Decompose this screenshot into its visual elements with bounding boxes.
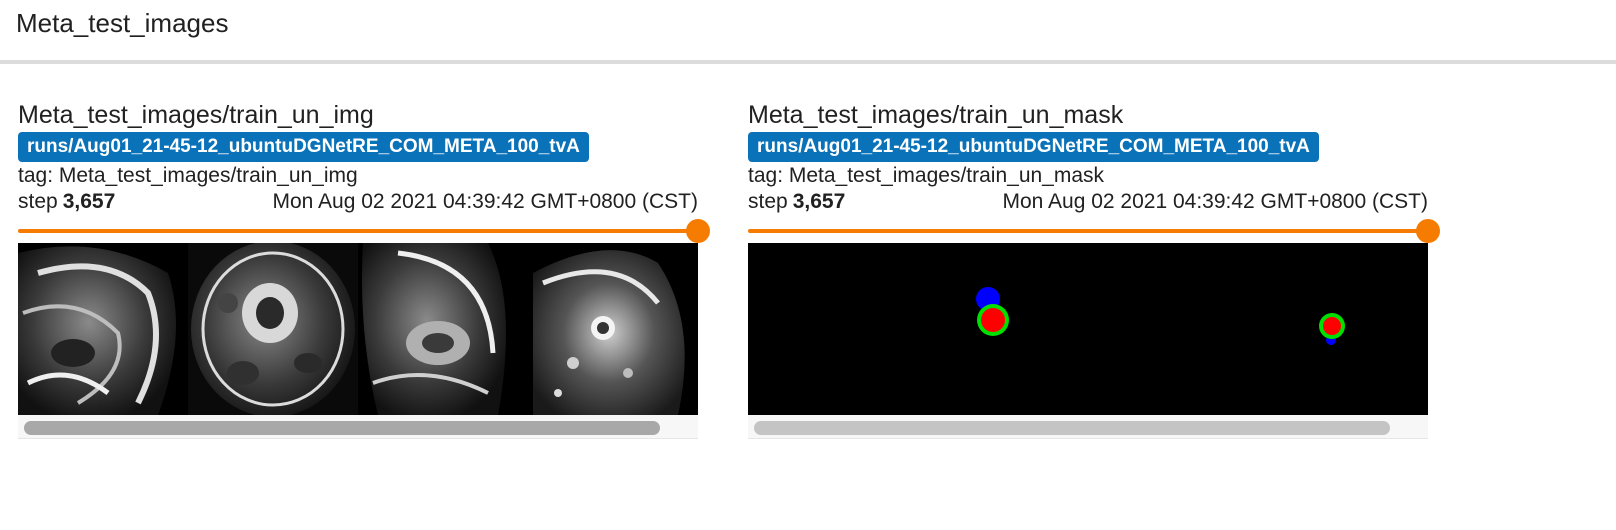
timestamp: Mon Aug 02 2021 04:39:42 GMT+0800 (CST) — [272, 190, 698, 213]
step-value: 3,657 — [62, 190, 116, 213]
tag-label: tag: Meta_test_images/train_un_img — [18, 164, 358, 187]
horizontal-scrollbar[interactable] — [18, 415, 698, 439]
mri-tile — [188, 243, 358, 415]
slider-thumb[interactable] — [686, 219, 710, 243]
run-chip: runs/Aug01_21-45-12_ubuntuDGNetRE_COM_ME… — [18, 132, 589, 162]
scrollbar-thumb[interactable] — [754, 421, 1390, 435]
run-chip: runs/Aug01_21-45-12_ubuntuDGNetRE_COM_ME… — [748, 132, 1319, 162]
step-value: 3,657 — [792, 190, 846, 213]
section-header[interactable]: Meta_test_images — [0, 0, 1616, 64]
card-title: Meta_test_images/train_un_mask — [748, 101, 1124, 129]
scrollbar-thumb[interactable] — [24, 421, 660, 435]
slider-track — [18, 229, 698, 233]
step-slider[interactable] — [18, 219, 710, 243]
step-label: step 3,657 — [748, 190, 846, 213]
timestamp: Mon Aug 02 2021 04:39:42 GMT+0800 (CST) — [1002, 190, 1428, 213]
image-strip — [748, 243, 1428, 415]
mri-tile — [18, 243, 188, 415]
mri-tile — [358, 243, 528, 415]
mask-blob — [1319, 313, 1345, 345]
mask-blob — [976, 287, 1009, 336]
mri-tile — [528, 243, 698, 415]
slider-track — [748, 229, 1428, 233]
step-label: step 3,657 — [18, 190, 116, 213]
step-slider[interactable] — [748, 219, 1440, 243]
mri-image-grid — [18, 243, 698, 415]
tag-label: tag: Meta_test_images/train_un_mask — [748, 164, 1105, 187]
slider-thumb[interactable] — [1416, 219, 1440, 243]
image-card-train-un-mask: Meta_test_images/train_un_mask runs/Aug0… — [748, 100, 1440, 445]
segmentation-mask-grid — [748, 243, 1428, 415]
image-card-train-un-img: Meta_test_images/train_un_img runs/Aug01… — [18, 100, 710, 445]
horizontal-scrollbar[interactable] — [748, 415, 1428, 439]
section-title: Meta_test_images — [16, 8, 229, 38]
image-strip — [18, 243, 698, 415]
card-title: Meta_test_images/train_un_img — [18, 101, 374, 129]
